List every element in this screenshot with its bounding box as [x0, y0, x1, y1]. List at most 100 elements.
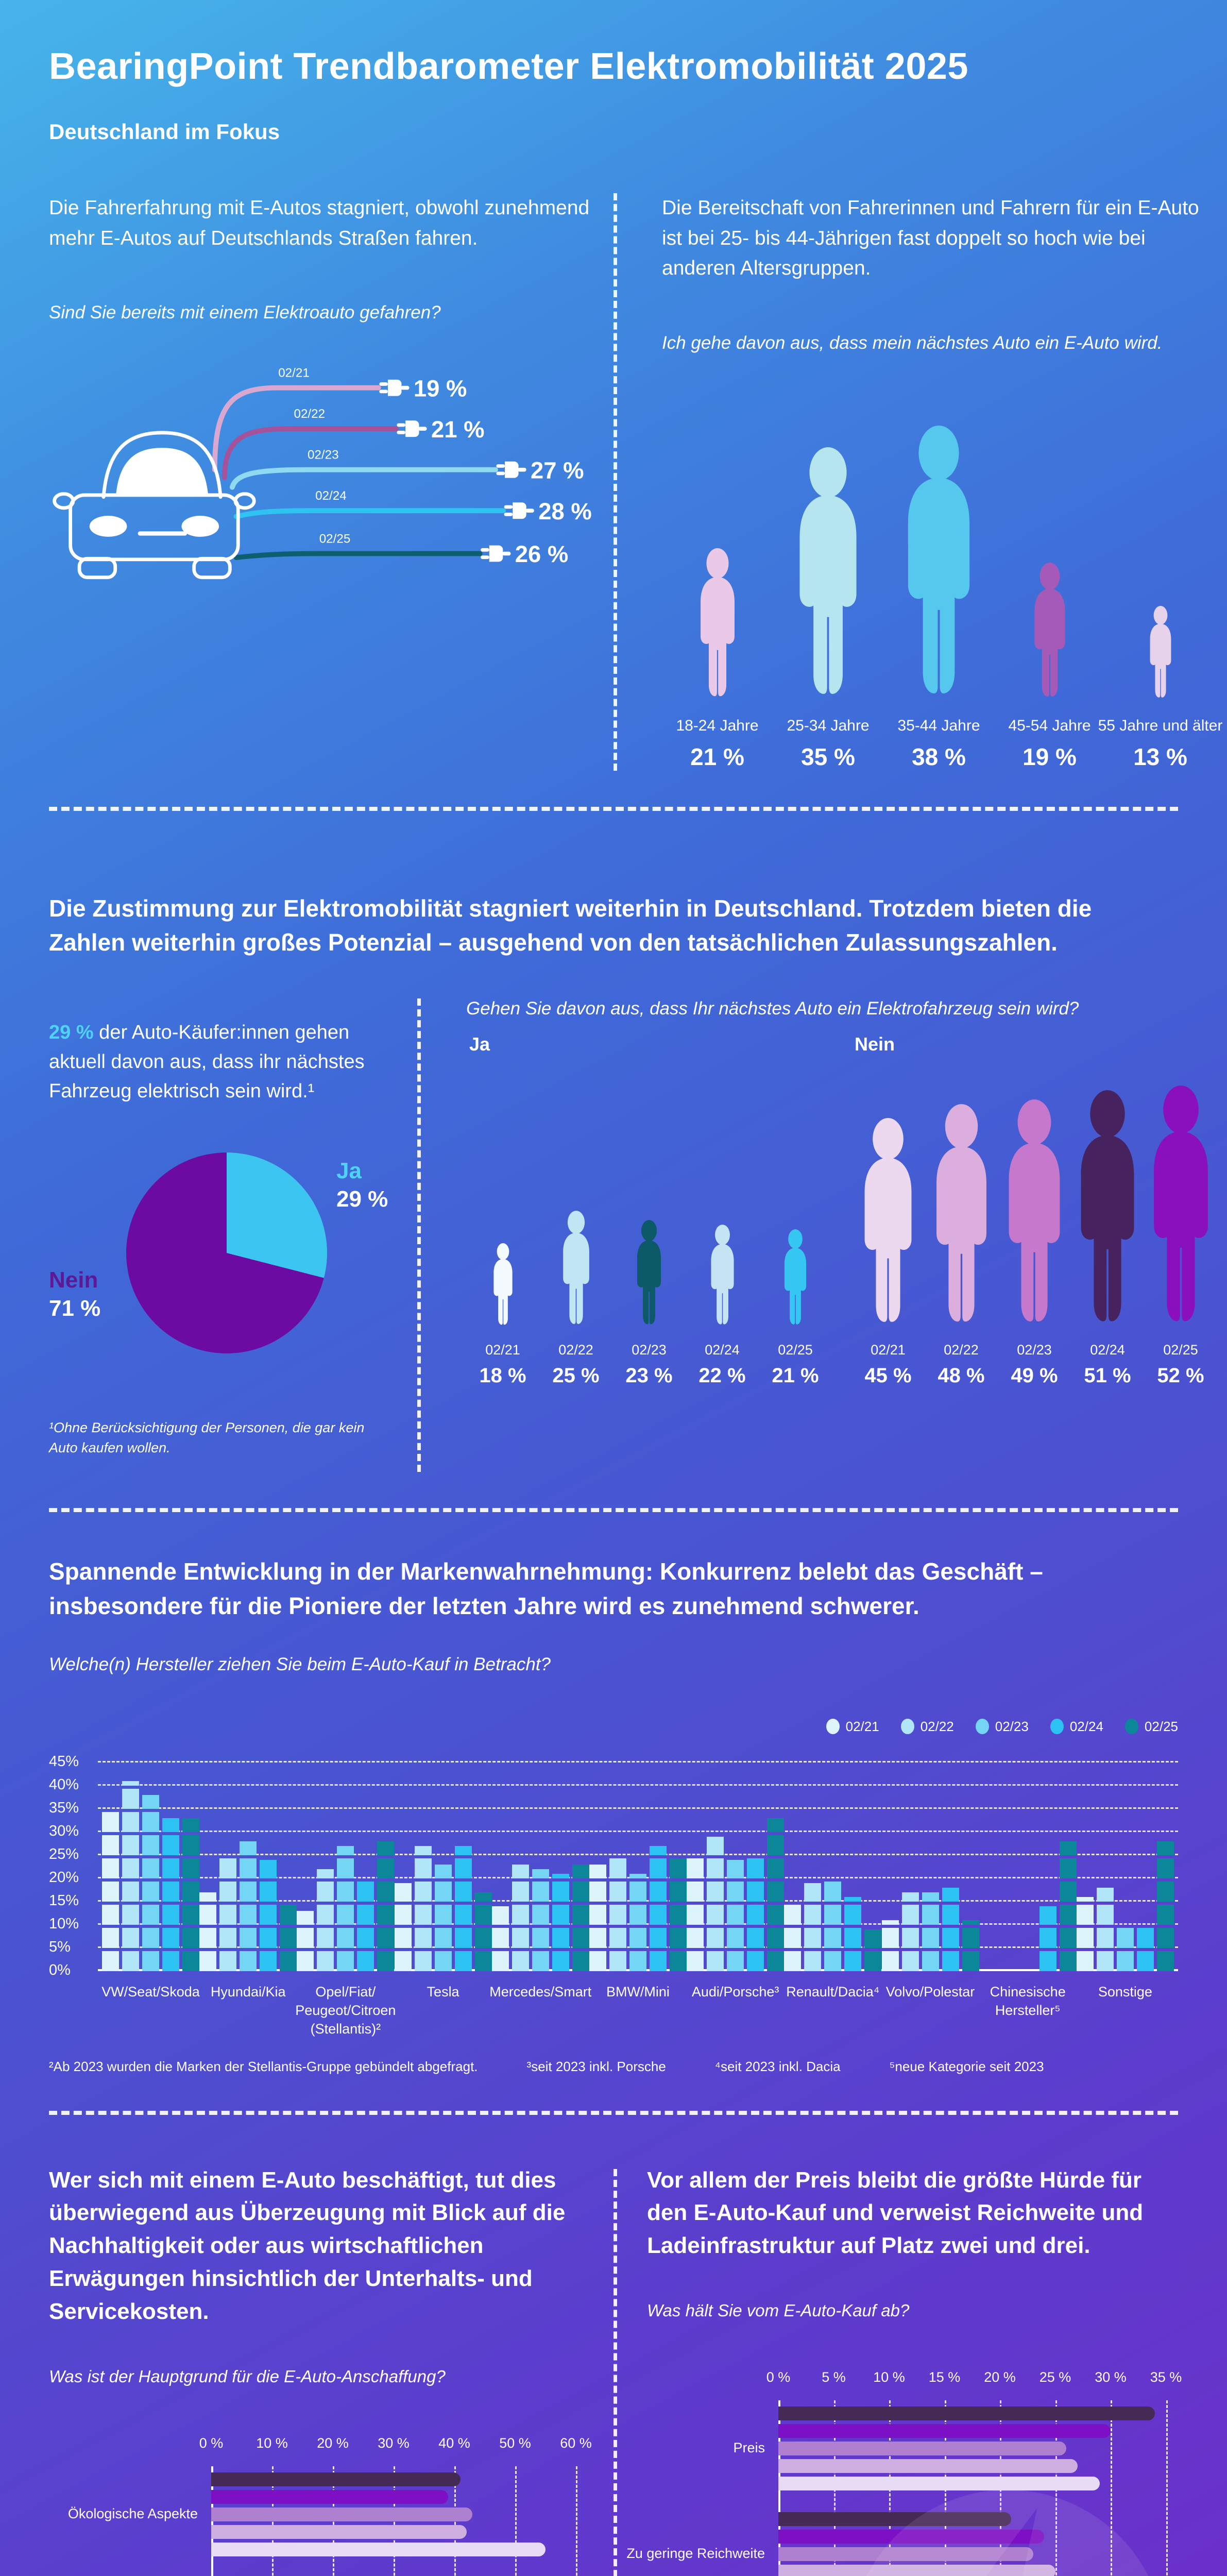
bar-02/24	[260, 1859, 277, 1971]
legend-item-02/22: 02/22	[900, 1719, 954, 1735]
legend-dot	[1124, 1719, 1138, 1735]
section-reasons-barriers: Wer sich mit einem E-Auto beschäftigt, t…	[0, 2164, 1227, 2576]
person-icon	[1009, 1099, 1060, 1321]
chart-question: Welche(n) Hersteller ziehen Sie beim E-A…	[49, 1654, 551, 1674]
bar-group: Hyundai/Kia	[199, 1762, 297, 1999]
cable-02-21	[212, 385, 381, 472]
figure-label: 02/23	[1017, 1342, 1052, 1358]
figure-value: 51 %	[1084, 1364, 1131, 1387]
person-icon	[1034, 562, 1065, 697]
figure-55 Jahre und älter: 55 Jahre und älter 13 %	[1098, 605, 1222, 771]
grill	[138, 531, 188, 536]
bar-02/23	[337, 1845, 354, 1971]
person-icon	[784, 1229, 807, 1325]
footnote-4: ⁴seit 2023 inkl. Dacia	[714, 2058, 841, 2074]
figure-value: 19 %	[1023, 743, 1077, 770]
figure-value: 25 %	[552, 1364, 600, 1387]
bar-02/23	[240, 1841, 257, 1971]
x-axis-label: 20 %	[317, 2435, 349, 2451]
bar-02/24	[649, 1845, 667, 1971]
figure-label: 02/21	[485, 1342, 520, 1358]
legend-dot	[975, 1719, 989, 1735]
vertical-divider	[417, 998, 421, 1472]
cable-02-25	[233, 551, 483, 560]
figure-value: 48 %	[938, 1364, 985, 1387]
cable-value: 19 %	[414, 375, 467, 401]
pie-chart	[126, 1152, 327, 1353]
figure-02/21: 02/21 45 %	[851, 1117, 925, 1387]
bar-02/21	[102, 1808, 119, 1971]
bar-02/24	[1039, 1906, 1056, 1971]
car-answer-label: Ja!	[148, 466, 176, 488]
figure-value: 38 %	[912, 743, 966, 770]
bar-02/23	[922, 1892, 939, 1971]
person-icon	[493, 1243, 513, 1325]
person-icon	[700, 548, 735, 696]
bar-02/23	[434, 1864, 452, 1971]
bar-02/25	[572, 1864, 589, 1971]
figure-label: 02/25	[1163, 1342, 1198, 1358]
gridline	[1111, 2400, 1112, 2576]
figure-02/23: 02/23 23 %	[612, 1219, 686, 1387]
bar-02/22	[1096, 1887, 1114, 1971]
bar-02/25	[1059, 1841, 1077, 1971]
figure-label: 45-54 Jahre	[1008, 717, 1091, 734]
car-cable-chart: Ja! 02/21 02/22 02/23 02/24 02/25 19 % 2…	[53, 366, 592, 580]
bar-02/22	[778, 2564, 1055, 2576]
cable-year-label: 02/23	[308, 448, 339, 462]
x-axis-label: 15 %	[928, 2369, 961, 2385]
key-stat-text: 29 % der Auto-Käufer:innen gehen aktuell…	[49, 1021, 365, 1102]
figure-label: 02/21	[871, 1342, 906, 1358]
cable-year-label: 02/25	[319, 532, 351, 546]
cable-value: 27 %	[531, 457, 584, 483]
figure-value: 13 %	[1133, 743, 1187, 770]
bar-02/24	[844, 1896, 862, 1971]
bar-02/22	[778, 2459, 1078, 2473]
legend-dot	[826, 1719, 840, 1735]
footnote-1: ¹Ohne Berücksichtigung der Personen, die…	[49, 1419, 365, 1456]
footnote-5: ⁵neue Kategorie seit 2023	[889, 2058, 1044, 2074]
figure-value: 21 %	[772, 1364, 819, 1387]
figure-value: 22 %	[698, 1364, 746, 1387]
pie-chart-wrap: Ja 29 % Nein 71 %	[49, 1147, 389, 1389]
plug-icon	[481, 545, 511, 562]
section-driving-experience: Die Fahrerfahrung mit E-Autos stagniert,…	[0, 193, 1227, 771]
page-subtitle: Deutschland im Fokus	[49, 120, 280, 144]
section-next-car: Die Zustimmung zur Elektromobilität stag…	[0, 851, 1227, 1472]
x-axis-label: 0 %	[199, 2435, 224, 2451]
x-axis-label: 50 %	[499, 2435, 531, 2451]
bar-02/21	[491, 1906, 509, 1971]
plug-icon	[496, 461, 526, 478]
bar-02/24	[778, 2424, 1111, 2438]
x-axis-label: 10 %	[873, 2369, 905, 2385]
gridline	[515, 2466, 517, 2576]
figure-label: 02/23	[632, 1342, 667, 1358]
cable-02-24	[233, 508, 506, 519]
x-axis-label: 25 %	[1039, 2369, 1071, 2385]
headlight-left	[89, 516, 127, 537]
bar-02/22	[414, 1845, 432, 1971]
figure-value: 49 %	[1011, 1364, 1058, 1387]
section-divider	[49, 806, 1178, 811]
bar-group: Audi/Porsche³	[687, 1762, 785, 1999]
category-label: Audi/Porsche³	[691, 1984, 779, 1999]
bar-02/24	[454, 1845, 472, 1971]
vertical-divider	[614, 2168, 617, 2576]
section-heading: Wer sich mit einem E-Auto beschäftigt, t…	[49, 2167, 566, 2324]
bar-group: VW/Seat/Skoda	[101, 1762, 200, 1999]
figure-18-24 Jahre: 18-24 Jahre 21 %	[662, 548, 773, 771]
person-icon	[637, 1219, 661, 1325]
bar-02/25	[474, 1892, 492, 1971]
bar-02/21	[199, 1892, 217, 1971]
group-ja: Ja 02/21 18 % 02/22 25 % 02/23 23 % 02/24 22 % 0…	[466, 1032, 832, 1387]
figure-label: 18-24 Jahre	[676, 717, 759, 734]
bar-02/25	[962, 1920, 979, 1971]
y-axis-label: 5%	[49, 1938, 71, 1955]
bar-02/21	[589, 1864, 606, 1971]
reasons-column: Wer sich mit einem E-Auto beschäftigt, t…	[49, 2164, 592, 2576]
x-axis-label: 30 %	[1095, 2369, 1127, 2385]
reasons-chart: 0 % 10 % 20 % 30 % 40 % 50 % 60 % Ökologische A…	[49, 2435, 592, 2576]
chart-question: Was hält Sie vom E-Auto-Kauf ab?	[647, 2300, 910, 2320]
chart-question: Was ist der Hauptgrund für die E-Auto-An…	[49, 2366, 446, 2386]
gridline	[98, 1760, 1178, 1762]
